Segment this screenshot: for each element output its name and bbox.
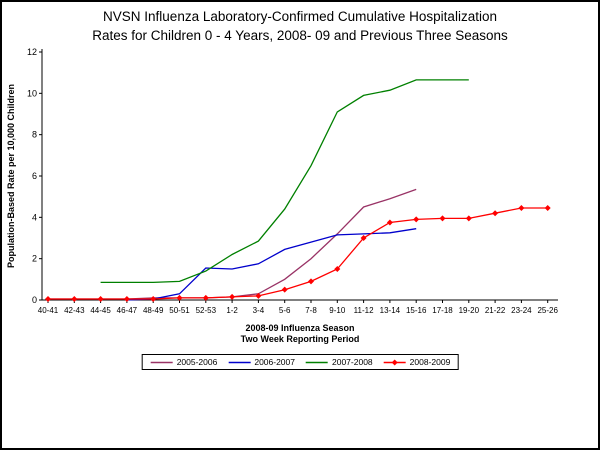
series-marker-2008-2009 [45,295,51,302]
x-tick-label: 42-43 [64,306,85,315]
legend-label: 2008-2009 [409,357,451,367]
series-marker-2008-2009 [229,293,236,300]
series-marker-2008-2009 [413,216,420,223]
legend-line-sample [306,361,328,363]
x-tick-label: 48-49 [143,306,164,315]
x-tick-label: 23-24 [511,306,532,315]
legend-item: 2007-2008 [305,357,373,367]
x-tick-label: 19-20 [459,306,480,315]
series-marker-2008-2009 [71,295,78,302]
legend-item: 2006-2007 [227,357,295,367]
legend-label: 2005-2006 [176,357,218,367]
y-tick-label: 8 [32,129,37,139]
series-marker-2008-2009 [360,234,367,241]
y-tick-label: 12 [27,48,37,57]
x-tick-label: 9-10 [329,306,346,315]
x-tick-label: 44-45 [90,306,111,315]
line-chart: 0 2 4 6 8 10 12 40-41 42-43 44-45 46-47 48-49 50-51 5… [6,48,558,344]
y-tick-label: 2 [32,253,37,263]
legend-line-sample [383,359,406,365]
x-tick-label: 46-47 [117,306,138,315]
series-marker-2008-2009 [150,295,157,302]
x-tick-label: 3-4 [253,306,265,315]
x-tick-label: 1-2 [226,306,238,315]
series-marker-2008-2009 [176,294,183,301]
x-tick-label: 40-41 [38,306,59,315]
series-marker-2008-2009 [544,204,551,211]
y-tick-label: 0 [32,295,37,305]
x-tick-label: 25-26 [537,306,558,315]
legend: 2005-2006 2006-2007 2007-2008 2008-2009 [141,354,459,370]
series-marker-2008-2009 [492,209,499,216]
legend-label: 2007-2008 [332,357,373,367]
legend-marker [391,359,398,365]
legend-line-sample [150,361,173,363]
x-axis-title-line2: Two Week Reporting Period [241,334,360,344]
series-marker-2008-2009 [281,286,288,293]
x-tick-label: 11-12 [354,306,374,315]
series-marker-2008-2009 [123,295,130,302]
x-tick-label: 52-53 [196,306,217,315]
legend-item: 2005-2006 [150,357,218,367]
x-tick-label: 7-8 [305,306,317,315]
y-tick-label: 6 [32,171,37,181]
chart-title-line2: Rates for Children 0 - 4 Years, 2008- 09… [92,27,508,43]
series-marker-2008-2009 [334,265,341,272]
series-line-2006-2007 [126,227,417,301]
x-axis-title-line1: 2008-09 Influenza Season [245,323,354,333]
series-marker-2008-2009 [308,278,314,285]
x-tick-label: 17-18 [432,306,453,315]
series-line-2008-2009 [48,207,548,300]
series-marker-2008-2009 [518,204,525,211]
x-tick-label: 21-22 [485,306,506,315]
series-marker-2008-2009 [439,215,446,222]
y-axis-title: Population-Based Rate per 10,000 Childre… [6,84,16,268]
series-marker-2008-2009 [202,294,209,301]
series-marker-2008-2009 [465,215,472,222]
y-tick-label: 4 [32,212,37,222]
chart-title-line1: NVSN Influenza Laboratory-Confirmed Cumu… [103,9,497,24]
legend-line-sample [228,361,251,363]
legend-item: 2008-2009 [383,357,451,367]
chart-title: NVSN Influenza Laboratory-Confirmed Cumu… [2,2,598,46]
series-marker-2008-2009 [97,295,104,302]
legend-label: 2006-2007 [254,357,295,367]
series-marker-2008-2009 [255,292,262,299]
series-line-2007-2008 [100,79,469,283]
x-tick-label: 13-14 [380,306,401,315]
x-tick-label: 5-6 [279,306,291,315]
x-tick-label: 50-51 [169,306,190,315]
series-marker-2008-2009 [386,219,393,226]
x-tick-label: 15-16 [406,306,427,315]
y-tick-label: 10 [27,88,37,98]
